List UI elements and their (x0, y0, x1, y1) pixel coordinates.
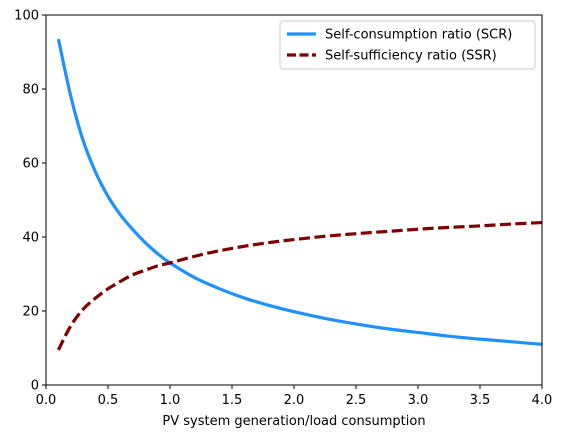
x-tick-label: 2.5 (346, 393, 367, 408)
y-tick-label: 80 (22, 83, 39, 98)
y-tick-label: 100 (14, 9, 39, 24)
legend: Self-consumption ratio (SCR) Self-suffici… (279, 20, 536, 70)
y-tick-label: 0 (31, 379, 39, 394)
y-tick-label: 20 (22, 305, 39, 320)
x-axis-ticks: 0.0 0.5 1.0 1.5 2.0 2.5 3.0 3.5 4.0 (36, 385, 553, 408)
x-tick-label: 1.5 (222, 393, 243, 408)
series-line-ssr (56, 220, 543, 351)
x-tick-label: 2.0 (284, 393, 305, 408)
x-tick-label: 3.5 (470, 393, 491, 408)
y-tick-label: 40 (22, 231, 39, 246)
axes-frame (45, 14, 543, 386)
x-tick-label: 0.0 (36, 393, 57, 408)
series-line-scr (56, 38, 543, 346)
x-tick-label: 1.0 (160, 393, 181, 408)
legend-label-scr: Self-consumption ratio (SCR) (325, 28, 512, 43)
x-tick-label: 3.0 (408, 393, 429, 408)
legend-label-ssr: Self-sufficiency ratio (SSR) (325, 49, 497, 64)
legend-box (279, 20, 536, 70)
x-tick-label: 0.5 (98, 393, 119, 408)
x-axis-label: PV system generation/load consumption (162, 414, 425, 429)
y-axis-ticks: 0 20 40 60 80 100 (14, 9, 46, 394)
y-tick-label: 60 (22, 157, 39, 172)
series-lines (56, 38, 543, 351)
x-tick-label: 4.0 (532, 393, 553, 408)
